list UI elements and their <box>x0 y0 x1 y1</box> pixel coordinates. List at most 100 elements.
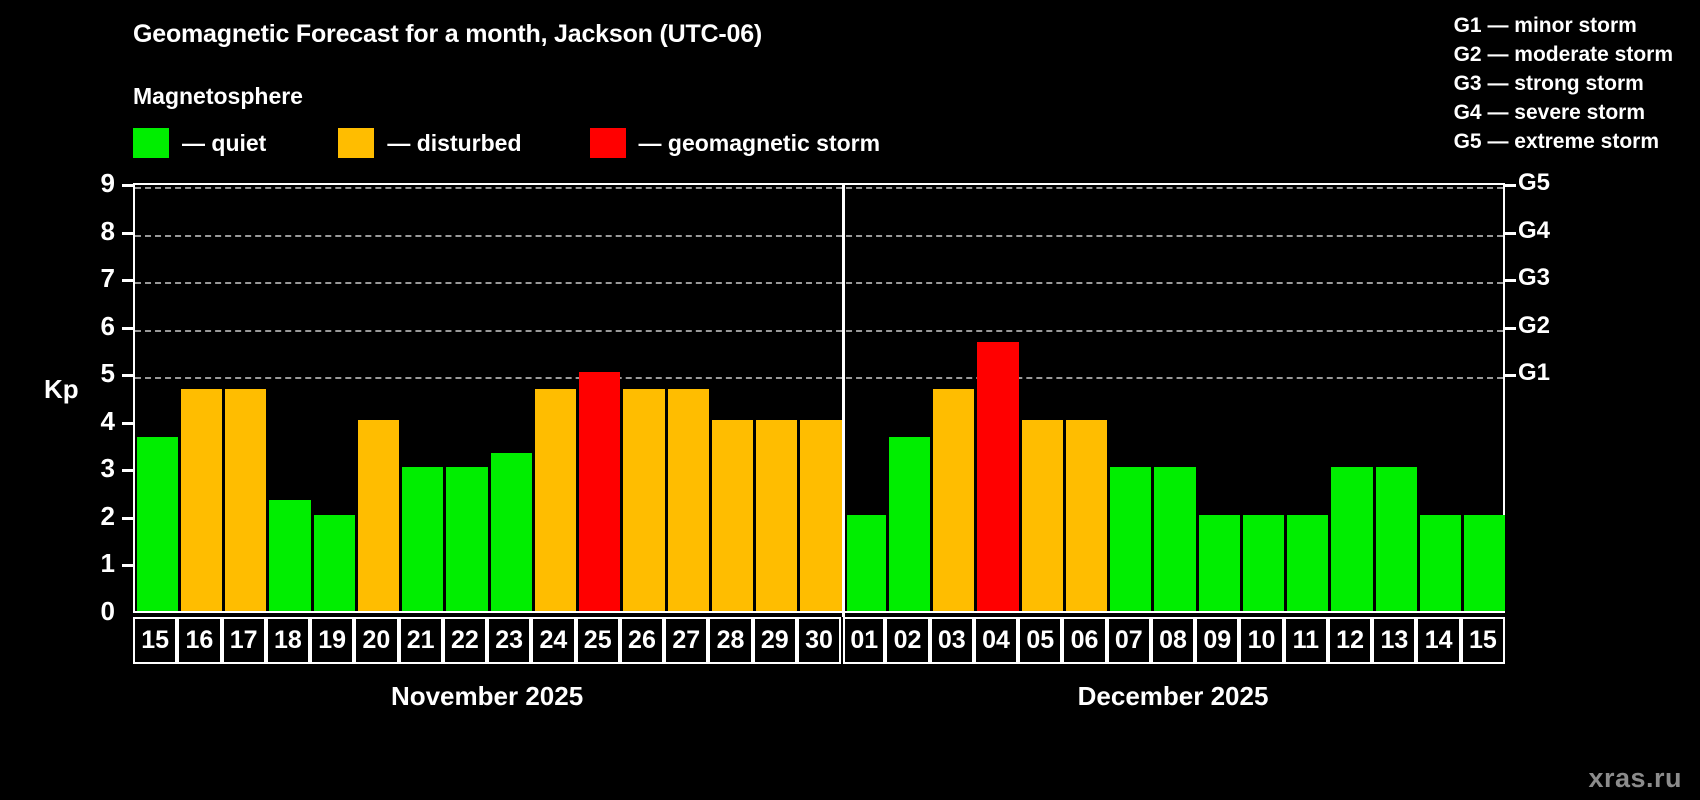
g-scale-line-g5: G5 — extreme storm <box>1453 130 1660 153</box>
day-label-28: 28 <box>708 617 753 664</box>
g-scale-line-g1: G1 — minor storm <box>1453 14 1637 37</box>
legend-label-disturbed: — disturbed <box>387 129 522 156</box>
bar-day-09 <box>1198 514 1240 611</box>
y-tick-mark-5 <box>122 374 135 378</box>
bar-day-15 <box>1464 514 1506 611</box>
day-label-27: 27 <box>664 617 709 664</box>
bar-day-15 <box>136 436 178 611</box>
day-label-10: 10 <box>1239 617 1284 664</box>
bar-day-08 <box>1154 467 1196 611</box>
day-label-30: 30 <box>796 617 842 664</box>
bars-layer <box>135 185 1506 611</box>
legend-label-quiet: — quiet <box>182 129 267 156</box>
month-divider <box>841 183 845 617</box>
day-label-23: 23 <box>487 617 532 664</box>
y-tick-label-1: 1 <box>100 548 115 579</box>
day-label-11: 11 <box>1283 617 1328 664</box>
g-scale-line-g3: G3 — strong storm <box>1453 72 1644 95</box>
legend-item-disturbed: — disturbed <box>338 128 522 158</box>
legend-swatch-storm-icon <box>589 128 626 158</box>
bar-day-17 <box>225 389 267 611</box>
page-title: Geomagnetic Forecast for a month, Jackso… <box>133 20 763 48</box>
y-tick-label-9: 9 <box>100 168 115 199</box>
y-tick-mark-2 <box>122 516 135 520</box>
day-label-09: 09 <box>1195 617 1240 664</box>
bar-day-29 <box>756 419 798 611</box>
y-tick-label-3: 3 <box>100 453 115 484</box>
bar-day-10 <box>1242 514 1285 611</box>
day-label-19: 19 <box>310 617 355 664</box>
g-scale-line-g4: G4 — severe storm <box>1453 101 1646 124</box>
day-label-03: 03 <box>929 617 974 664</box>
g-tick-mark-G2 <box>1505 326 1516 330</box>
bar-day-02 <box>888 436 931 611</box>
day-label-04: 04 <box>973 617 1019 664</box>
g-scale-legend: G1 — minor storm G2 — moderate storm G3 … <box>1454 11 1673 156</box>
day-label-06: 06 <box>1062 617 1107 664</box>
gridline-kp-6 <box>135 329 1503 332</box>
y-tick-label-5: 5 <box>100 358 115 389</box>
gridline-kp-9 <box>135 187 1503 190</box>
y-tick-label-2: 2 <box>100 500 115 531</box>
month-label-november: November 2025 <box>390 681 584 711</box>
g-tick-mark-G3 <box>1505 279 1516 283</box>
day-label-18: 18 <box>265 617 311 664</box>
legend-swatch-disturbed-icon <box>338 128 375 158</box>
bar-day-01 <box>846 514 886 611</box>
y-tick-mark-1 <box>122 564 135 568</box>
watermark: xras.ru <box>1588 763 1682 793</box>
day-label-21: 21 <box>398 617 443 664</box>
day-label-08: 08 <box>1150 617 1196 664</box>
bar-day-11 <box>1287 514 1329 611</box>
bar-day-22 <box>446 467 488 611</box>
day-label-01: 01 <box>843 617 886 664</box>
day-label-12: 12 <box>1327 617 1373 664</box>
bar-day-28 <box>711 419 754 611</box>
day-label-26: 26 <box>619 617 665 664</box>
bar-day-16 <box>180 389 222 611</box>
y-tick-mark-9 <box>122 184 135 188</box>
bar-day-21 <box>402 467 444 611</box>
legend-item-quiet: — quiet <box>133 128 266 158</box>
y-tick-mark-7 <box>122 279 135 283</box>
legend-item-storm: — geomagnetic storm <box>589 128 881 158</box>
day-label-07: 07 <box>1106 617 1151 664</box>
legend-swatch-quiet-icon <box>133 128 169 158</box>
g-tick-label-G4: G4 <box>1518 216 1551 244</box>
bar-day-23 <box>490 452 532 611</box>
bar-day-06 <box>1065 419 1108 611</box>
day-label-25: 25 <box>575 617 620 664</box>
gridline-kp-5 <box>135 377 1503 380</box>
g-tick-label-G1: G1 <box>1518 359 1551 387</box>
day-label-16: 16 <box>177 617 222 664</box>
day-label-22: 22 <box>442 617 488 664</box>
bar-day-07 <box>1110 467 1152 611</box>
legend-label-storm: — geomagnetic storm <box>638 129 881 156</box>
y-tick-label-4: 4 <box>100 405 115 436</box>
g-tick-mark-G4 <box>1505 231 1516 235</box>
y-tick-label-0: 0 <box>100 596 115 626</box>
g-tick-mark-G5 <box>1505 184 1516 188</box>
bar-day-20 <box>357 419 400 611</box>
bar-day-25 <box>579 372 621 611</box>
bar-day-12 <box>1331 467 1373 611</box>
bar-day-18 <box>269 500 311 611</box>
gridline-kp-7 <box>135 282 1503 285</box>
y-tick-label-6: 6 <box>100 310 115 341</box>
bar-day-26 <box>623 389 665 611</box>
day-label-20: 20 <box>354 617 399 664</box>
bar-day-13 <box>1375 467 1417 611</box>
y-axis-label: Kp <box>44 374 79 404</box>
day-label-17: 17 <box>221 617 266 664</box>
y-tick-label-7: 7 <box>100 263 115 294</box>
day-label-14: 14 <box>1416 617 1461 664</box>
day-label-15: 15 <box>1460 617 1505 664</box>
bar-day-03 <box>933 389 975 611</box>
g-tick-label-G5: G5 <box>1518 169 1551 197</box>
magnetosphere-legend: — quiet — disturbed — geomagnetic storm <box>133 128 880 158</box>
day-label-15: 15 <box>133 617 178 664</box>
g-scale-line-g2: G2 — moderate storm <box>1453 43 1673 66</box>
bar-day-24 <box>534 389 577 611</box>
y-tick-mark-4 <box>122 421 135 425</box>
y-tick-mark-3 <box>122 469 135 473</box>
